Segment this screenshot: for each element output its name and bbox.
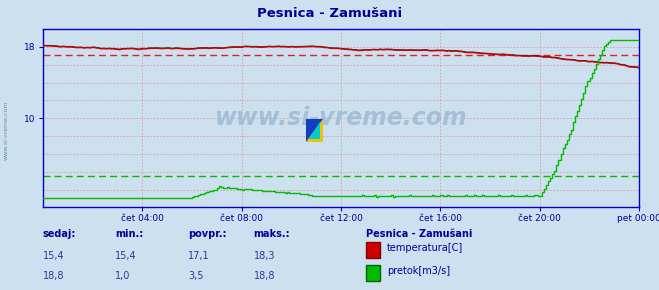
Text: www.si-vreme.com: www.si-vreme.com [215, 106, 467, 130]
Text: 15,4: 15,4 [43, 251, 65, 261]
Text: temperatura[C]: temperatura[C] [387, 243, 463, 253]
Text: pretok[m3/s]: pretok[m3/s] [387, 266, 450, 276]
Text: www.si-vreme.com: www.si-vreme.com [4, 101, 9, 160]
Polygon shape [306, 119, 323, 142]
Text: 1,0: 1,0 [115, 271, 130, 281]
Text: povpr.:: povpr.: [188, 229, 226, 239]
Text: 18,8: 18,8 [254, 271, 275, 281]
Text: min.:: min.: [115, 229, 144, 239]
Text: 3,5: 3,5 [188, 271, 204, 281]
Polygon shape [309, 122, 320, 139]
Text: 18,8: 18,8 [43, 271, 65, 281]
Polygon shape [306, 119, 323, 142]
Text: Pesnica - Zamušani: Pesnica - Zamušani [257, 7, 402, 20]
Text: Pesnica - Zamušani: Pesnica - Zamušani [366, 229, 472, 239]
Text: 15,4: 15,4 [115, 251, 137, 261]
Text: sedaj:: sedaj: [43, 229, 76, 239]
Text: 17,1: 17,1 [188, 251, 210, 261]
Text: 18,3: 18,3 [254, 251, 275, 261]
Text: maks.:: maks.: [254, 229, 291, 239]
